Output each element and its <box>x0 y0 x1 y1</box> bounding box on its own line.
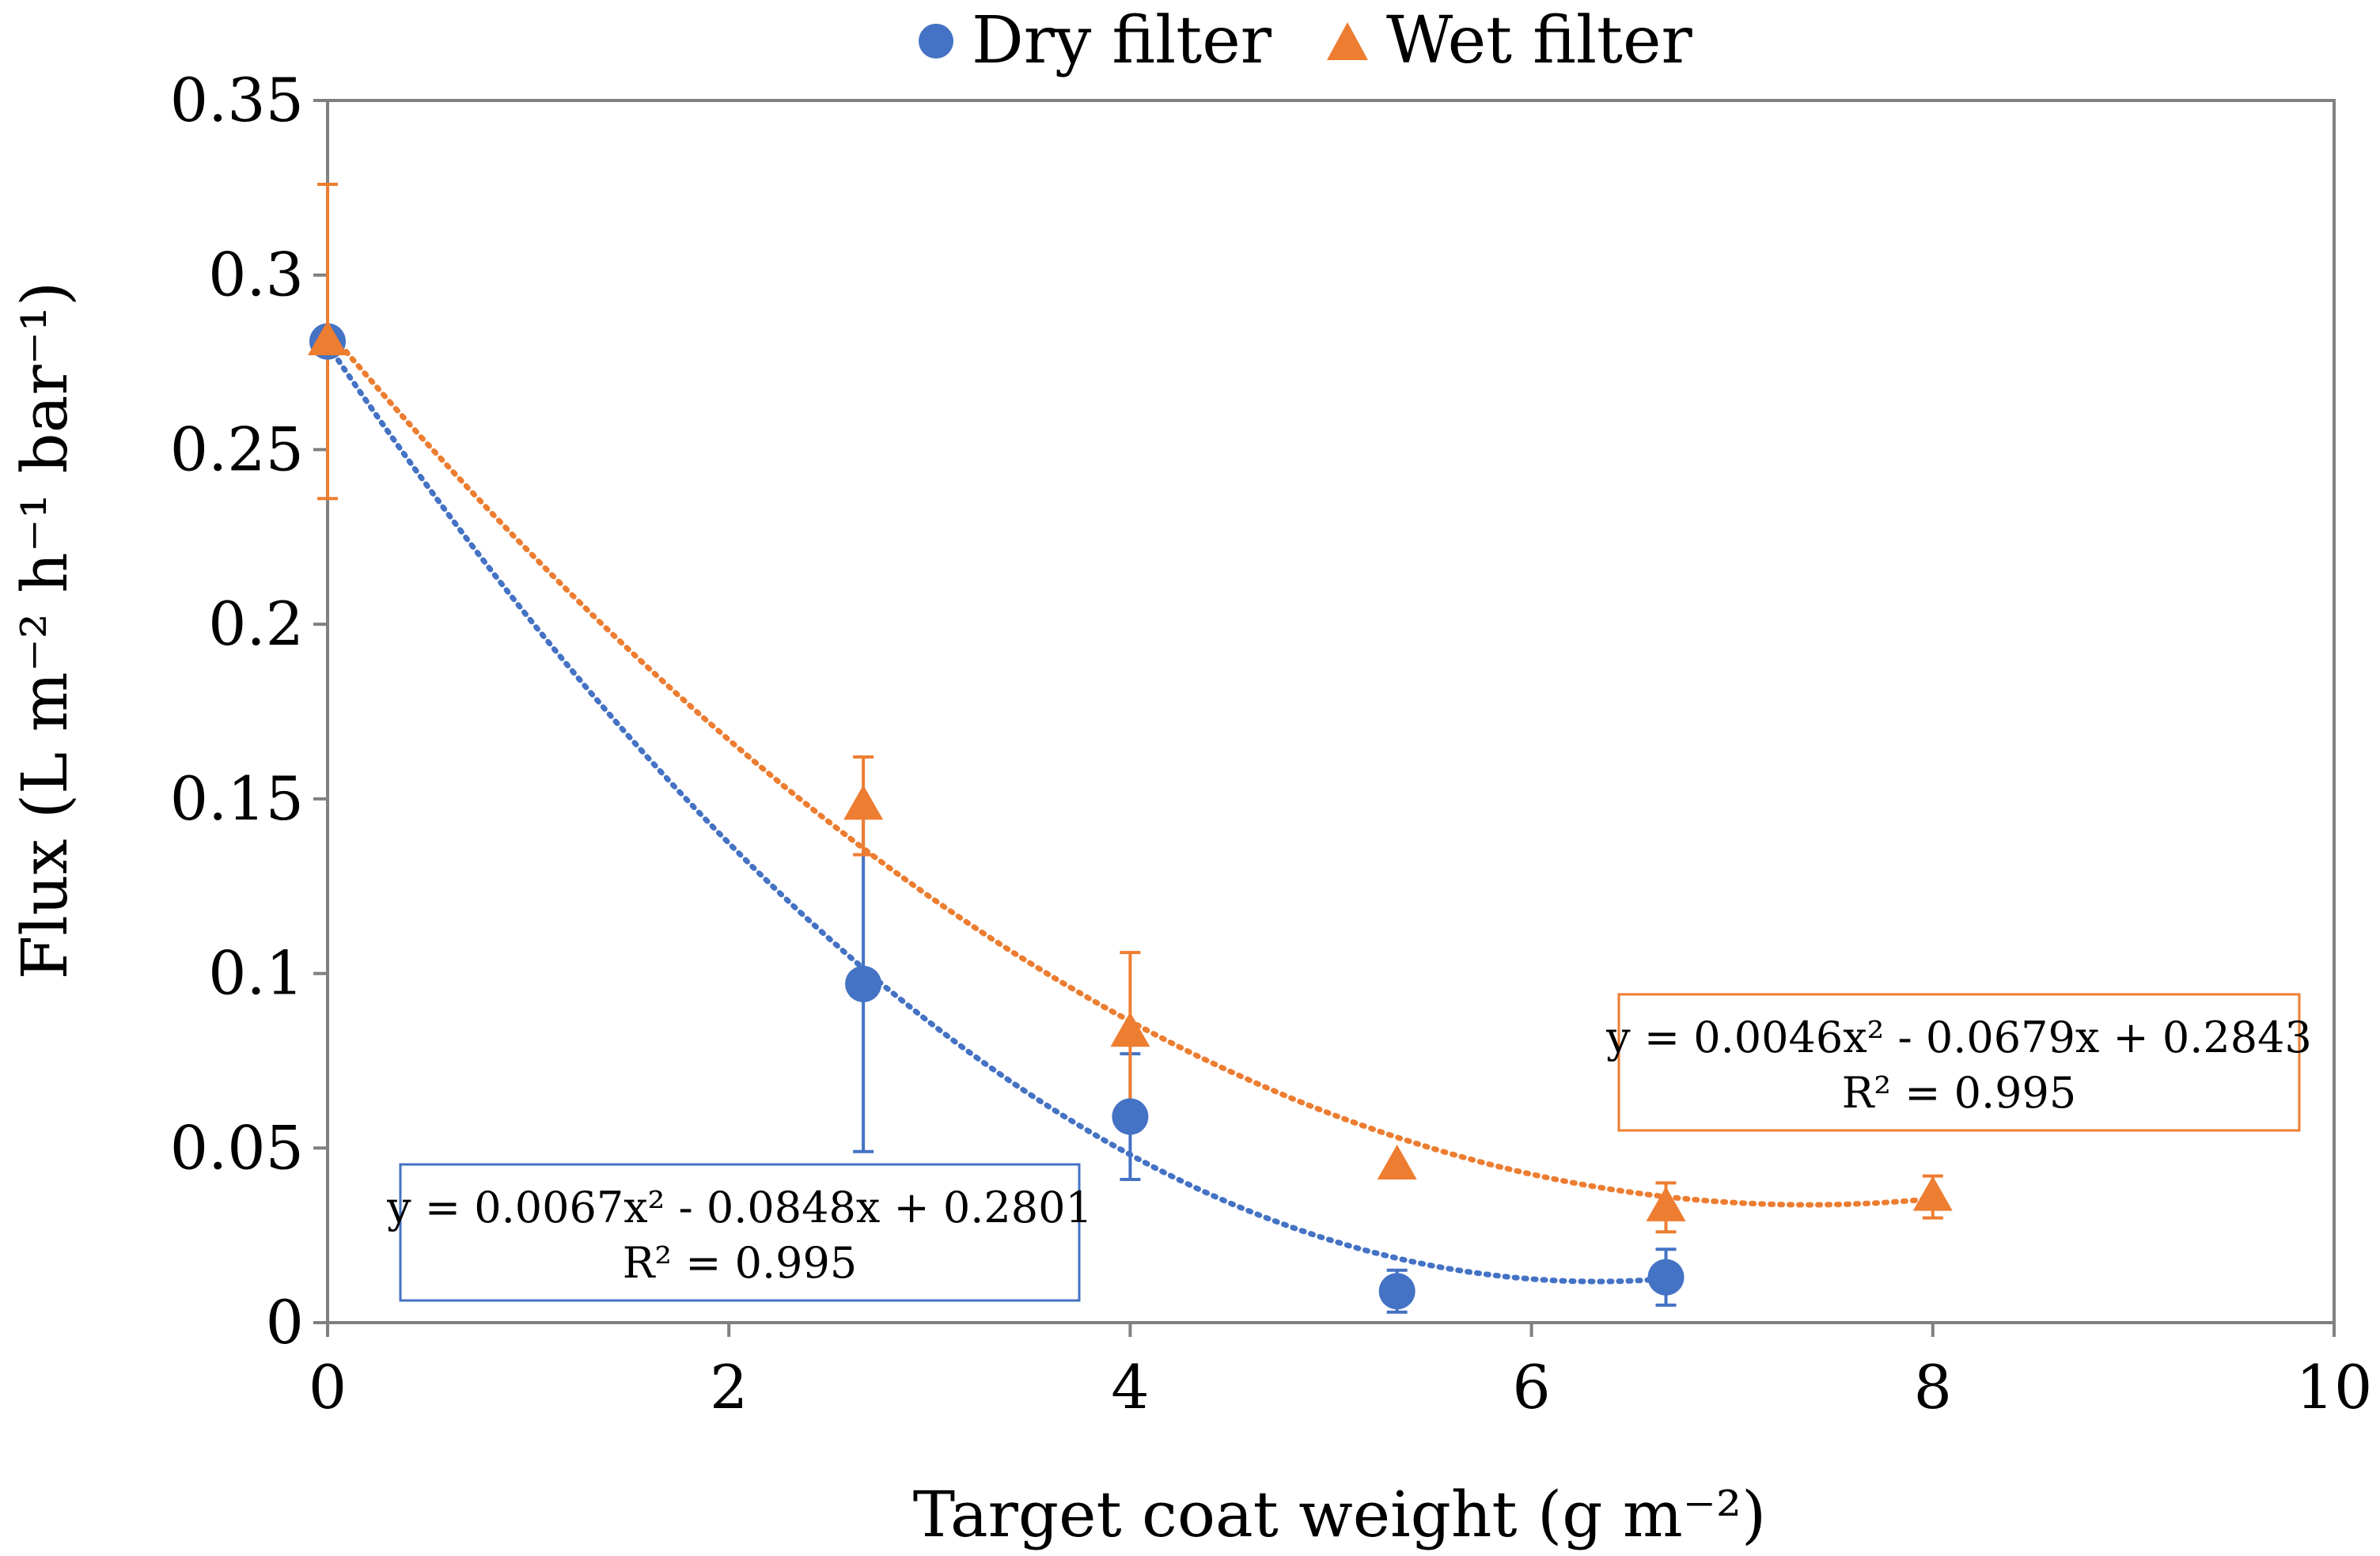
wet-data-point <box>1646 1186 1686 1221</box>
x-tick-label: 10 <box>2296 1352 2373 1422</box>
plot-area-border <box>326 99 2336 1324</box>
dry-data-point <box>1378 1273 1415 1310</box>
dry-data-point <box>1112 1098 1149 1135</box>
dry-equation-frame <box>399 1163 1081 1302</box>
wet-r2-text: R² = 0.995 <box>1842 1068 2076 1118</box>
wet-data-point <box>1912 1176 1953 1211</box>
dry-trendline <box>324 342 1669 1285</box>
legend-wet-label: Wet filter <box>1386 3 1693 78</box>
wet-data-point <box>1377 1144 1417 1179</box>
wet-equation-frame <box>1617 993 2301 1132</box>
legend-dry-label: Dry filter <box>972 3 1272 78</box>
wet-equation-text: y = 0.0046x² - 0.0679x + 0.2843 <box>1605 1013 2312 1062</box>
legend: Dry filter Wet filter <box>919 3 1693 78</box>
x-tick-label: 2 <box>710 1352 748 1422</box>
wet-data-point <box>1110 1012 1150 1047</box>
y-tick-label: 0.1 <box>208 938 304 1009</box>
x-tick-label: 8 <box>1914 1352 1952 1422</box>
legend-wet-marker <box>1327 22 1368 60</box>
x-tick-label: 6 <box>1512 1352 1550 1422</box>
wet-data-point <box>308 320 347 356</box>
dry-equation-box: y = 0.0067x² - 0.0848x + 0.2801 R² = 0.9… <box>386 1163 1093 1302</box>
y-axis-title: Flux (L m⁻² h⁻¹ bar⁻¹) <box>8 282 81 979</box>
y-tick-label: 0.3 <box>208 240 304 310</box>
dry-data-point <box>845 965 882 1002</box>
y-tick-label: 0.05 <box>170 1112 304 1183</box>
dry-equation-text: y = 0.0067x² - 0.0848x + 0.2801 <box>386 1183 1093 1232</box>
wet-equation-box: y = 0.0046x² - 0.0679x + 0.2843 R² = 0.9… <box>1605 993 2312 1132</box>
y-tick-label: 0.15 <box>170 763 304 834</box>
y-tick-label: 0.35 <box>170 65 304 135</box>
dry-data-point <box>1647 1259 1685 1296</box>
legend-dry-marker <box>919 24 953 59</box>
y-tick-label: 0.2 <box>208 589 304 659</box>
x-axis-title: Target coat weight (g m⁻²) <box>913 1478 1766 1551</box>
y-tick-label: 0.25 <box>170 414 304 484</box>
x-tick-label: 4 <box>1111 1352 1149 1422</box>
dry-r2-text: R² = 0.995 <box>623 1238 857 1288</box>
wet-data-point <box>843 785 884 820</box>
x-tick-label: 0 <box>309 1352 347 1422</box>
y-tick-label: 0 <box>266 1287 304 1357</box>
